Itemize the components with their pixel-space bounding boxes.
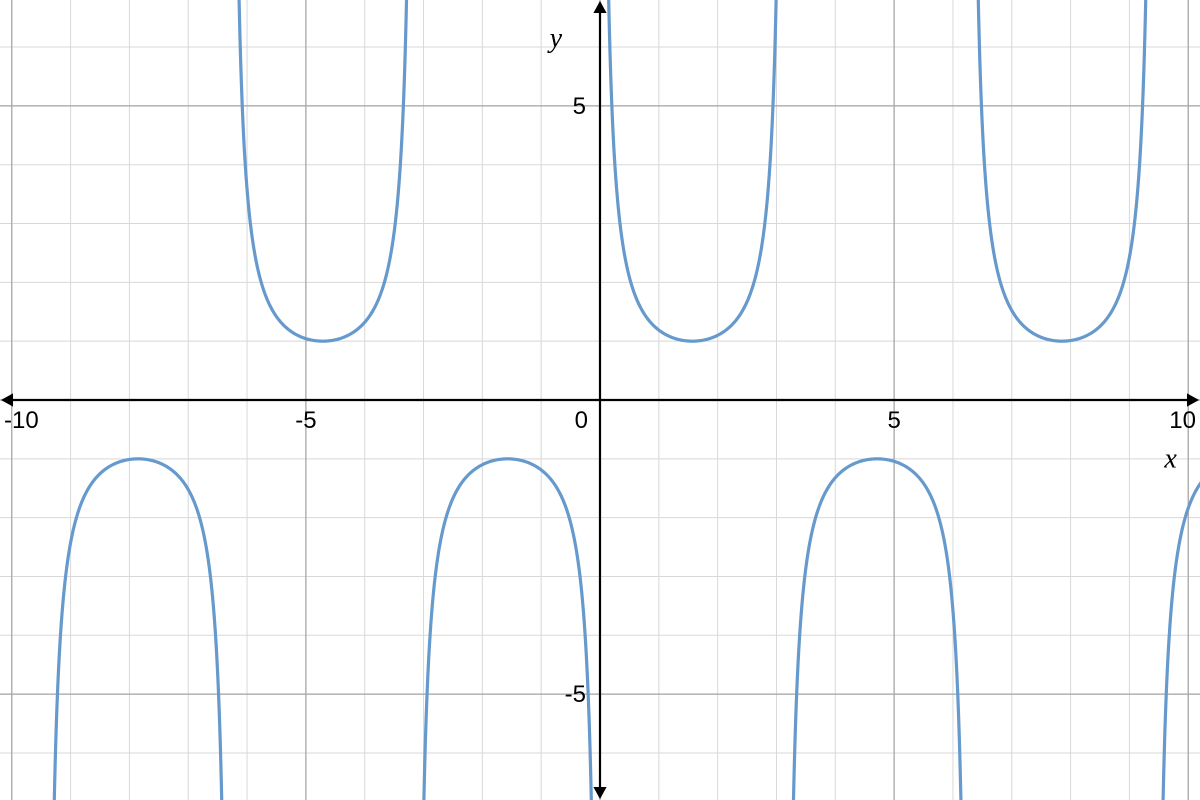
ytick-label: 5 [573, 93, 586, 120]
curve-branch [46, 459, 229, 800]
curve-branch [786, 459, 969, 800]
xtick-label: -5 [295, 407, 316, 434]
xtick-label: -10 [4, 407, 39, 434]
curve-branch [1155, 459, 1200, 800]
curve-branch [601, 0, 784, 341]
xtick-label: 10 [1169, 407, 1196, 434]
function-plot: -10 -5 0 5 10 -5 5 x y [0, 0, 1200, 800]
x-axis-label: x [1163, 444, 1177, 475]
xtick-label: 0 [575, 407, 588, 434]
y-axis-label: y [547, 23, 563, 54]
axes [1, 1, 1199, 799]
axis-arrow [1187, 393, 1199, 406]
curve-branch [416, 459, 599, 800]
curve-branch [231, 0, 414, 341]
axis-arrow [593, 1, 606, 13]
ytick-label: -5 [565, 681, 586, 708]
axis-arrow [593, 787, 606, 799]
axis-arrow [1, 393, 13, 406]
curve-branch [970, 0, 1153, 341]
xtick-label: 5 [887, 407, 900, 434]
